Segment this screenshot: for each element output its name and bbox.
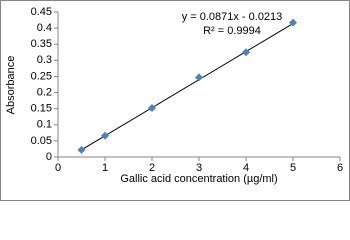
r-squared: R² = 0.9994 xyxy=(203,25,261,37)
data-point xyxy=(77,145,86,154)
data-point xyxy=(242,48,250,57)
y-tick-label: 0.1 xyxy=(37,119,52,131)
y-tick-label: 0.2 xyxy=(37,86,52,98)
chart-border xyxy=(0,0,350,201)
data-point xyxy=(195,73,203,82)
y-tick-label: 0.4 xyxy=(37,22,52,34)
x-tick-label: 6 xyxy=(337,162,343,174)
equation: y = 0.0871x - 0.0213 xyxy=(182,11,283,23)
x-tick-label: 1 xyxy=(102,162,108,174)
x-tick-label: 4 xyxy=(243,162,249,174)
x-tick-label: 2 xyxy=(149,162,155,174)
chart: Gallic acid concentration (µg/ml) Absorb… xyxy=(0,0,350,201)
y-tick-label: 0.45 xyxy=(31,6,52,18)
y-tick-label: 0 xyxy=(46,151,52,163)
y-tick-label: 0.05 xyxy=(31,135,52,147)
x-tick-label: 5 xyxy=(290,162,296,174)
trendline xyxy=(81,23,294,151)
y-tick-label: 0.25 xyxy=(31,70,52,82)
x-tick-label: 0 xyxy=(55,162,61,174)
data-point xyxy=(289,18,297,27)
y-tick-label: 0.15 xyxy=(31,103,52,115)
data-point xyxy=(148,104,156,113)
x-axis-label: Gallic acid concentration (µg/ml) xyxy=(120,173,277,185)
y-tick-label: 0.3 xyxy=(37,54,52,66)
x-tick-label: 3 xyxy=(196,162,202,174)
y-tick-label: 0.35 xyxy=(31,38,52,50)
data-point xyxy=(101,131,109,140)
y-axis-label: Absorbance xyxy=(5,56,17,115)
